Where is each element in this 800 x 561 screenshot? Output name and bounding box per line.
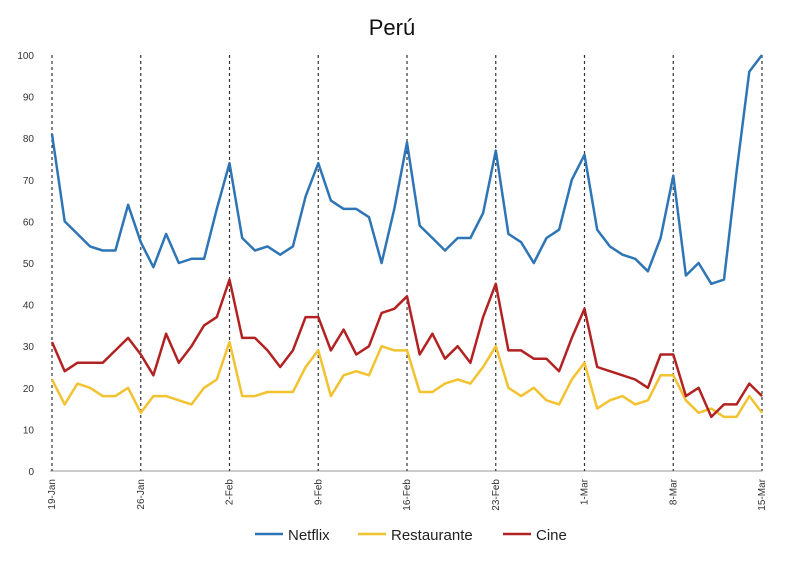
x-tick-label: 26-Jan [136,479,147,510]
y-tick-label: 80 [23,134,35,145]
series-line-cine [50,278,763,419]
x-tick-label: 15-Mar [757,478,768,510]
y-tick-label: 70 [23,176,35,187]
series-line-restaurante [50,340,763,419]
x-tick-label: 9-Feb [313,479,324,506]
y-tick-label: 50 [23,259,35,270]
x-tick-label: 2-Feb [225,479,236,506]
y-tick-label: 40 [23,301,35,312]
x-tick-label: 1-Mar [580,478,591,505]
chart-title: Perú [369,15,415,40]
y-tick-label: 30 [23,342,35,353]
y-tick-label: 0 [28,467,34,478]
y-tick-label: 100 [17,51,34,62]
y-tick-label: 90 [23,93,35,104]
y-tick-label: 20 [23,384,35,395]
legend-label-cine: Cine [536,527,567,544]
x-tick-label: 8-Mar [668,478,679,505]
legend-label-netflix: Netflix [288,527,330,544]
y-tick-label: 60 [23,217,35,228]
series-line-netflix [50,54,763,286]
legend-label-restaurante: Restaurante [391,527,473,544]
x-tick-label: 19-Jan [47,479,58,510]
x-tick-label: 16-Feb [402,479,413,511]
y-tick-label: 10 [23,425,35,436]
x-tick-label: 23-Feb [491,479,502,511]
